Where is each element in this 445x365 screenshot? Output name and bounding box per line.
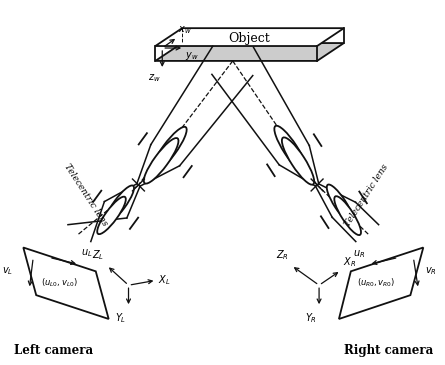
Ellipse shape [282, 137, 314, 185]
Text: $v_R$: $v_R$ [425, 265, 437, 277]
Ellipse shape [144, 138, 178, 184]
Text: $Y_L$: $Y_L$ [115, 311, 126, 325]
Text: $z_w$: $z_w$ [148, 72, 160, 84]
Text: $(u_{L0},v_{L0})$: $(u_{L0},v_{L0})$ [41, 277, 78, 289]
Text: $X_R$: $X_R$ [343, 255, 356, 269]
Text: $y_w$: $y_w$ [185, 50, 198, 62]
Text: $x_w$: $x_w$ [178, 24, 191, 36]
Text: Right camera: Right camera [344, 344, 433, 357]
Ellipse shape [97, 197, 126, 234]
Polygon shape [23, 247, 109, 319]
Text: $Y_R$: $Y_R$ [305, 311, 317, 325]
Text: $Z_R$: $Z_R$ [276, 249, 289, 262]
Ellipse shape [152, 127, 187, 172]
Text: $u_R$: $u_R$ [352, 249, 365, 260]
Text: Left camera: Left camera [13, 344, 93, 357]
Text: $Z_L$: $Z_L$ [93, 249, 105, 262]
Text: $X_L$: $X_L$ [158, 273, 171, 287]
Text: $(u_{R0},v_{R0})$: $(u_{R0},v_{R0})$ [357, 277, 395, 289]
Polygon shape [155, 43, 344, 61]
Text: $u_L$: $u_L$ [81, 247, 93, 260]
Polygon shape [339, 247, 423, 319]
Ellipse shape [105, 185, 134, 223]
Ellipse shape [334, 196, 361, 235]
Ellipse shape [327, 184, 353, 223]
Text: Object: Object [229, 32, 271, 45]
Ellipse shape [274, 126, 307, 173]
Text: Telecentric lens: Telecentric lens [62, 162, 109, 228]
Text: Telecentric lens: Telecentric lens [343, 162, 390, 228]
Polygon shape [155, 28, 344, 46]
Text: $v_L$: $v_L$ [2, 265, 13, 277]
